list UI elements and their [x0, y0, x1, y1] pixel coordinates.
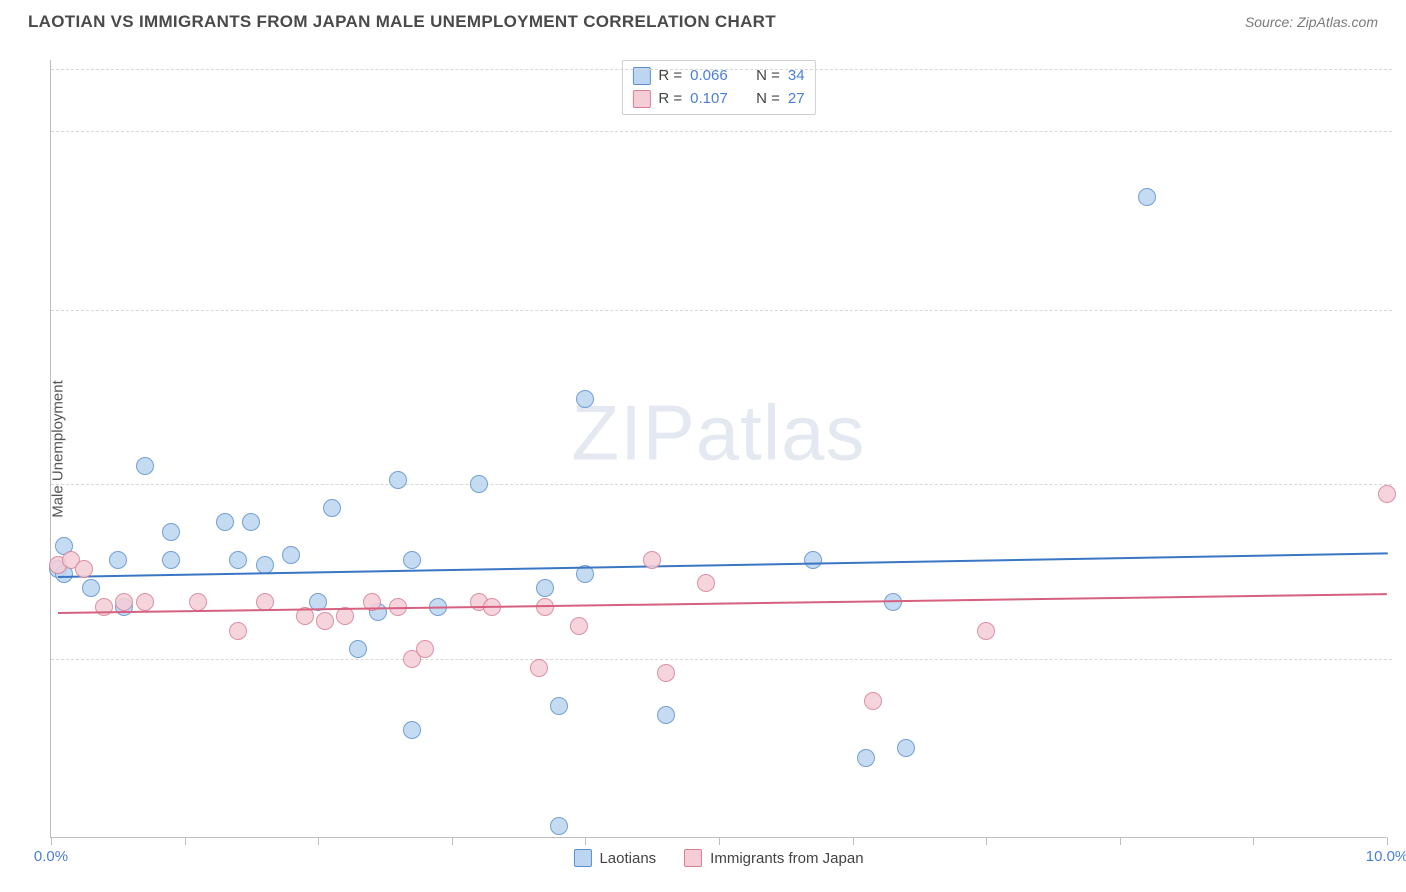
x-tick: [585, 837, 586, 845]
legend-n-label: N =: [756, 88, 780, 111]
data-point: [857, 749, 875, 767]
legend-swatch: [684, 849, 702, 867]
legend-series-label: Laotians: [599, 850, 656, 867]
x-tick: [51, 837, 52, 845]
data-point: [403, 551, 421, 569]
data-point: [323, 499, 341, 517]
scatter-plot: ZIPatlas R =0.066N =34R =0.107N =27 Laot…: [50, 60, 1386, 838]
data-point: [109, 551, 127, 569]
x-tick: [853, 837, 854, 845]
gridline: [51, 131, 1392, 132]
data-point: [115, 593, 133, 611]
legend-n-value: 27: [788, 88, 805, 111]
data-point: [229, 622, 247, 640]
legend-correlation: R = 0.066 N = 34 R = 0.107 N = 27: [621, 60, 815, 115]
data-point: [897, 739, 915, 757]
data-point: [336, 607, 354, 625]
legend-swatch: [573, 849, 591, 867]
data-point: [536, 579, 554, 597]
gridline: [51, 310, 1392, 311]
data-point: [576, 390, 594, 408]
legend-r-value: 0.066: [690, 65, 740, 88]
data-point: [657, 664, 675, 682]
data-point: [550, 817, 568, 835]
data-point: [804, 551, 822, 569]
data-point: [403, 721, 421, 739]
x-tick: [1253, 837, 1254, 845]
data-point: [349, 640, 367, 658]
data-point: [189, 593, 207, 611]
data-point: [550, 697, 568, 715]
data-point: [643, 551, 661, 569]
legend-r-label: R =: [658, 65, 682, 88]
data-point: [256, 556, 274, 574]
legend-correlation-row: R = 0.066 N = 34: [632, 65, 804, 88]
legend-n-value: 34: [788, 65, 805, 88]
legend-r-value: 0.107: [690, 88, 740, 111]
data-point: [530, 659, 548, 677]
x-tick: [318, 837, 319, 845]
x-tick: [1387, 837, 1388, 845]
data-point: [570, 617, 588, 635]
y-tick-label: 11.2%: [1396, 301, 1406, 318]
x-tick-label: 0.0%: [34, 848, 68, 865]
chart-title: LAOTIAN VS IMMIGRANTS FROM JAPAN MALE UN…: [28, 12, 776, 32]
legend-n-label: N =: [756, 65, 780, 88]
gridline: [51, 659, 1392, 660]
data-point: [316, 612, 334, 630]
y-tick-label: 7.5%: [1396, 476, 1406, 493]
y-tick-label: 3.8%: [1396, 650, 1406, 667]
data-point: [1378, 485, 1396, 503]
source-attribution: Source: ZipAtlas.com: [1245, 14, 1378, 30]
data-point: [282, 546, 300, 564]
x-tick: [986, 837, 987, 845]
data-point: [136, 457, 154, 475]
x-tick-label: 10.0%: [1366, 848, 1406, 865]
legend-series-label: Immigrants from Japan: [710, 850, 863, 867]
legend-r-label: R =: [658, 88, 682, 111]
gridline: [51, 484, 1392, 485]
data-point: [697, 574, 715, 592]
data-point: [977, 622, 995, 640]
data-point: [389, 471, 407, 489]
data-point: [470, 475, 488, 493]
x-tick: [719, 837, 720, 845]
legend-series-item: Immigrants from Japan: [684, 849, 863, 867]
data-point: [864, 692, 882, 710]
legend-swatch: [632, 90, 650, 108]
data-point: [82, 579, 100, 597]
data-point: [657, 706, 675, 724]
data-point: [242, 513, 260, 531]
data-point: [416, 640, 434, 658]
data-point: [216, 513, 234, 531]
x-tick: [452, 837, 453, 845]
watermark: ZIPatlas: [571, 387, 865, 478]
legend-series-item: Laotians: [573, 849, 656, 867]
x-tick: [185, 837, 186, 845]
data-point: [162, 523, 180, 541]
data-point: [162, 551, 180, 569]
data-point: [1138, 188, 1156, 206]
data-point: [229, 551, 247, 569]
legend-series: Laotians Immigrants from Japan: [573, 849, 863, 867]
chart-area: Male Unemployment ZIPatlas R =0.066N =34…: [50, 60, 1386, 838]
data-point: [75, 560, 93, 578]
x-tick: [1120, 837, 1121, 845]
legend-correlation-row: R = 0.107 N = 27: [632, 88, 804, 111]
data-point: [136, 593, 154, 611]
gridline: [51, 69, 1392, 70]
